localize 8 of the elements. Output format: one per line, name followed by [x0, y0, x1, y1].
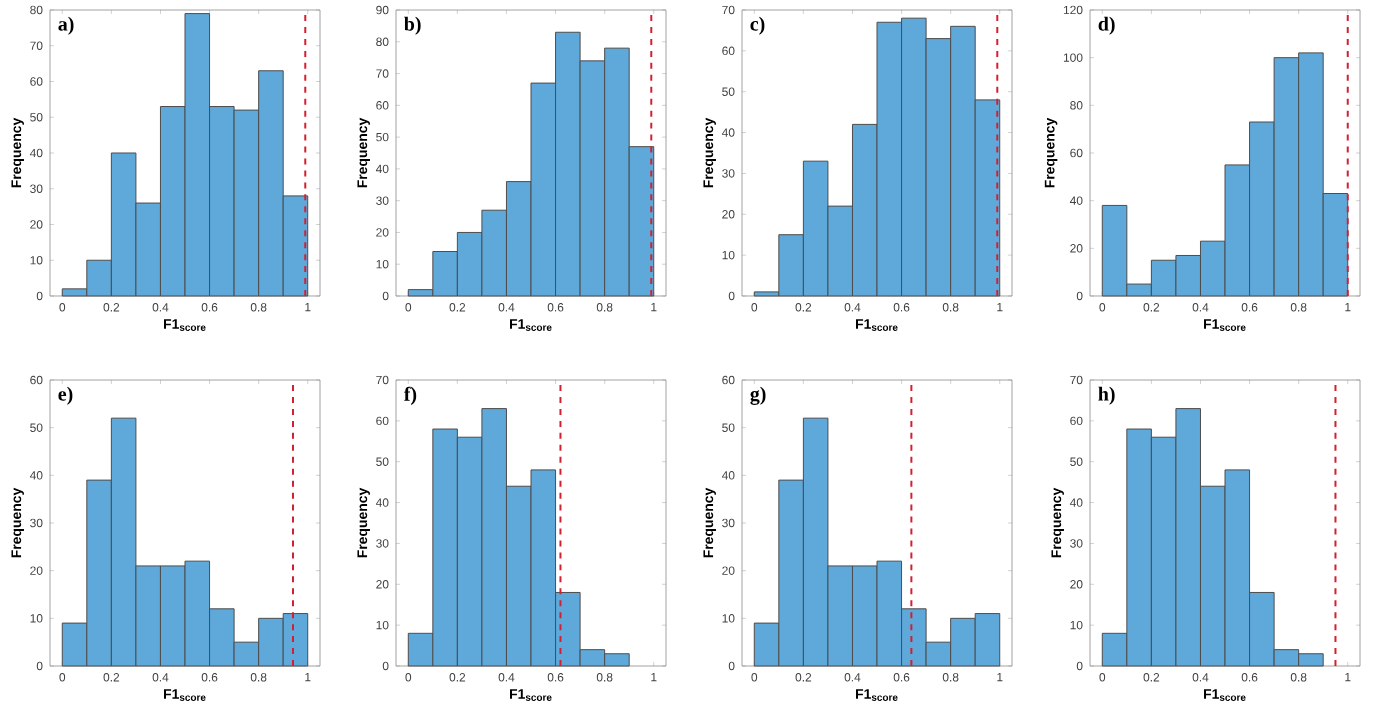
chart-title: g) — [750, 386, 766, 405]
chart-title: d) — [1098, 16, 1115, 35]
chart-title: f) — [403, 386, 417, 405]
chart-title: c) — [750, 16, 765, 35]
chart-title: h) — [1098, 386, 1115, 405]
chart-title: a) — [58, 16, 74, 35]
chart-title: e) — [58, 386, 73, 405]
chart-title: b) — [404, 16, 421, 35]
